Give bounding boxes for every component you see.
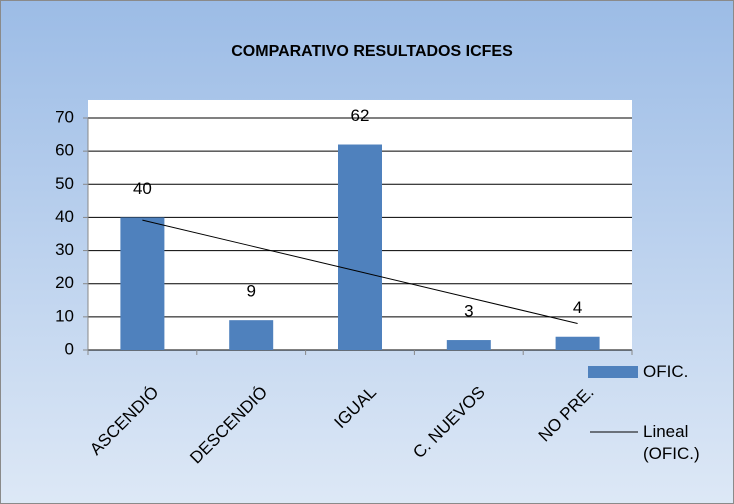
- bar: [120, 217, 165, 350]
- y-tick-label: 40: [55, 207, 74, 226]
- bar: [338, 144, 382, 350]
- trend-line: [142, 219, 578, 324]
- y-tick-label: 60: [55, 141, 74, 160]
- legend-label: OFIC.: [643, 362, 689, 381]
- bar: [446, 340, 491, 350]
- y-tick-label: 50: [55, 174, 74, 193]
- y-tick-label: 30: [55, 240, 74, 259]
- data-label: 62: [351, 106, 370, 125]
- y-tick-label: 10: [55, 306, 74, 325]
- data-label: 9: [246, 282, 255, 301]
- y-tick-label: 70: [55, 107, 74, 126]
- legend-swatch: [588, 366, 638, 378]
- bar: [555, 336, 600, 350]
- y-tick-label: 20: [55, 273, 74, 292]
- y-tick-label: 0: [65, 339, 74, 358]
- chart-title: COMPARATIVO RESULTADOS ICFES: [231, 43, 513, 60]
- data-label: 4: [573, 298, 582, 317]
- data-label: 3: [464, 302, 473, 321]
- bar: [229, 320, 274, 350]
- data-label: 40: [133, 179, 152, 198]
- legend-label: Lineal (OFIC.): [643, 422, 700, 463]
